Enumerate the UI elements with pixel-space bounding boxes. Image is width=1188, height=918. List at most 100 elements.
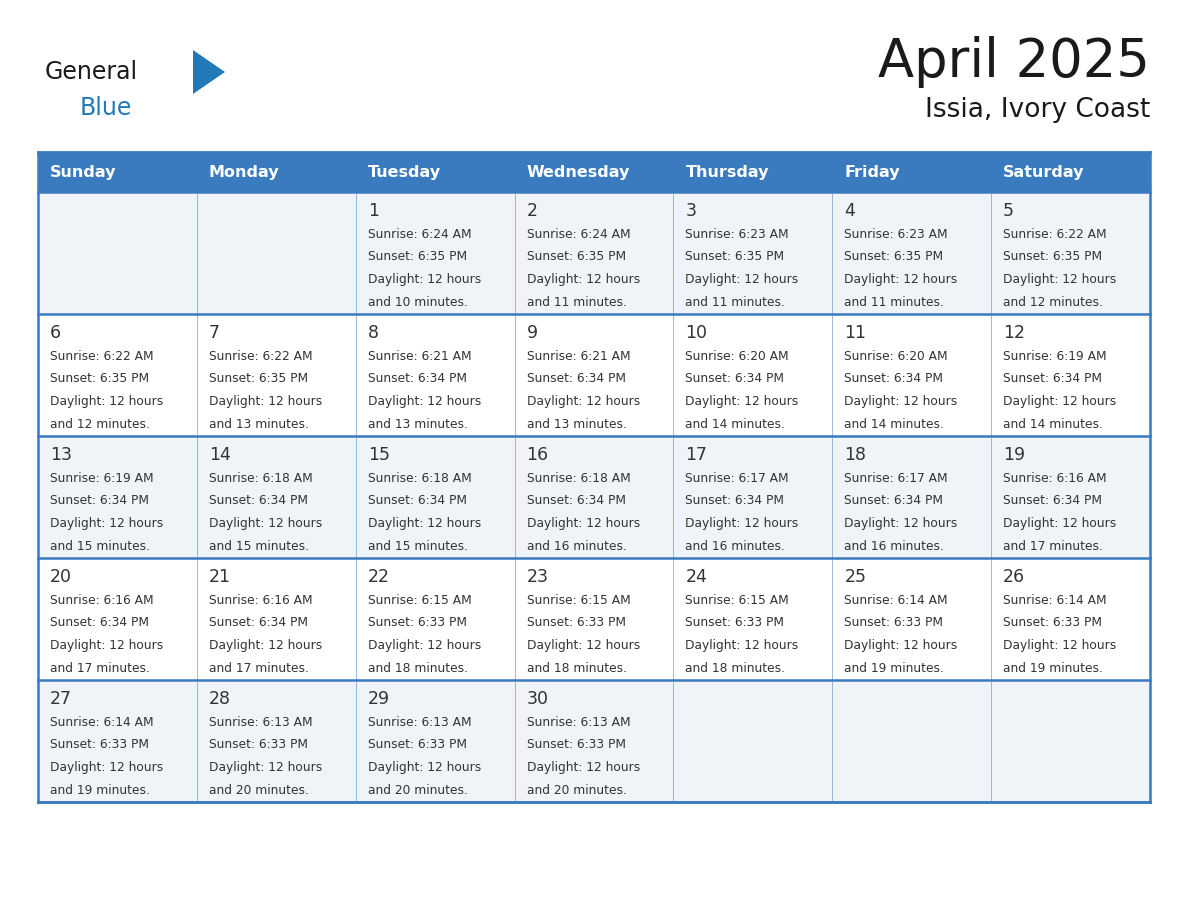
- Text: and 11 minutes.: and 11 minutes.: [526, 296, 626, 308]
- Text: 8: 8: [368, 324, 379, 342]
- Text: Sunrise: 6:15 AM: Sunrise: 6:15 AM: [368, 594, 472, 607]
- Text: and 14 minutes.: and 14 minutes.: [685, 418, 785, 431]
- Text: Daylight: 12 hours: Daylight: 12 hours: [1003, 273, 1117, 286]
- Text: 19: 19: [1003, 446, 1025, 464]
- Text: Sunset: 6:33 PM: Sunset: 6:33 PM: [845, 617, 943, 630]
- Text: Sunset: 6:34 PM: Sunset: 6:34 PM: [50, 617, 148, 630]
- Text: and 13 minutes.: and 13 minutes.: [368, 418, 468, 431]
- Text: Sunset: 6:34 PM: Sunset: 6:34 PM: [526, 373, 626, 386]
- Bar: [355, 680, 514, 802]
- Text: and 15 minutes.: and 15 minutes.: [209, 540, 309, 553]
- Text: and 19 minutes.: and 19 minutes.: [1003, 662, 1102, 675]
- Text: Daylight: 12 hours: Daylight: 12 hours: [50, 517, 163, 530]
- Bar: [833, 558, 991, 680]
- Text: 10: 10: [685, 324, 707, 342]
- Bar: [991, 314, 1150, 436]
- Text: 28: 28: [209, 690, 230, 708]
- Text: Sunset: 6:33 PM: Sunset: 6:33 PM: [1003, 617, 1102, 630]
- Text: Sunset: 6:34 PM: Sunset: 6:34 PM: [50, 495, 148, 508]
- Text: Daylight: 12 hours: Daylight: 12 hours: [526, 761, 640, 774]
- Bar: [833, 152, 991, 192]
- Text: Daylight: 12 hours: Daylight: 12 hours: [209, 395, 322, 408]
- Bar: [991, 152, 1150, 192]
- Text: Sunrise: 6:18 AM: Sunrise: 6:18 AM: [209, 472, 312, 485]
- Text: Monday: Monday: [209, 164, 279, 180]
- Bar: [197, 192, 355, 314]
- Text: 22: 22: [368, 568, 390, 586]
- Text: Sunrise: 6:16 AM: Sunrise: 6:16 AM: [209, 594, 312, 607]
- Text: Daylight: 12 hours: Daylight: 12 hours: [1003, 639, 1117, 652]
- Bar: [991, 558, 1150, 680]
- Text: Daylight: 12 hours: Daylight: 12 hours: [526, 517, 640, 530]
- Text: Daylight: 12 hours: Daylight: 12 hours: [845, 273, 958, 286]
- Text: Sunset: 6:33 PM: Sunset: 6:33 PM: [50, 738, 148, 752]
- Bar: [514, 680, 674, 802]
- Bar: [833, 192, 991, 314]
- Bar: [833, 314, 991, 436]
- Text: Sunset: 6:34 PM: Sunset: 6:34 PM: [685, 495, 784, 508]
- Text: and 20 minutes.: and 20 minutes.: [368, 783, 468, 797]
- Text: Daylight: 12 hours: Daylight: 12 hours: [1003, 395, 1117, 408]
- Polygon shape: [192, 50, 225, 94]
- Text: Daylight: 12 hours: Daylight: 12 hours: [685, 517, 798, 530]
- Text: and 15 minutes.: and 15 minutes.: [368, 540, 468, 553]
- Text: Sunset: 6:34 PM: Sunset: 6:34 PM: [368, 373, 467, 386]
- Text: Sunrise: 6:13 AM: Sunrise: 6:13 AM: [209, 716, 312, 729]
- Text: and 17 minutes.: and 17 minutes.: [1003, 540, 1102, 553]
- Text: 23: 23: [526, 568, 549, 586]
- Text: 11: 11: [845, 324, 866, 342]
- Text: 29: 29: [368, 690, 390, 708]
- Bar: [38, 436, 197, 558]
- Text: 5: 5: [1003, 202, 1015, 220]
- Text: 13: 13: [50, 446, 72, 464]
- Text: and 18 minutes.: and 18 minutes.: [685, 662, 785, 675]
- Bar: [355, 192, 514, 314]
- Text: Wednesday: Wednesday: [526, 164, 630, 180]
- Text: Sunset: 6:34 PM: Sunset: 6:34 PM: [209, 617, 308, 630]
- Text: and 17 minutes.: and 17 minutes.: [50, 662, 150, 675]
- Text: Daylight: 12 hours: Daylight: 12 hours: [526, 273, 640, 286]
- Bar: [197, 680, 355, 802]
- Text: Sunset: 6:33 PM: Sunset: 6:33 PM: [368, 738, 467, 752]
- Text: Sunrise: 6:14 AM: Sunrise: 6:14 AM: [50, 716, 153, 729]
- Text: 7: 7: [209, 324, 220, 342]
- Bar: [514, 436, 674, 558]
- Text: Sunset: 6:33 PM: Sunset: 6:33 PM: [368, 617, 467, 630]
- Text: 25: 25: [845, 568, 866, 586]
- Text: Tuesday: Tuesday: [368, 164, 441, 180]
- Bar: [674, 680, 833, 802]
- Bar: [355, 314, 514, 436]
- Bar: [38, 314, 197, 436]
- Bar: [514, 558, 674, 680]
- Text: Sunrise: 6:18 AM: Sunrise: 6:18 AM: [526, 472, 631, 485]
- Text: Sunrise: 6:22 AM: Sunrise: 6:22 AM: [209, 350, 312, 363]
- Bar: [197, 436, 355, 558]
- Text: Thursday: Thursday: [685, 164, 769, 180]
- Text: and 16 minutes.: and 16 minutes.: [845, 540, 944, 553]
- Bar: [197, 152, 355, 192]
- Text: Sunrise: 6:22 AM: Sunrise: 6:22 AM: [1003, 228, 1107, 241]
- Text: and 14 minutes.: and 14 minutes.: [845, 418, 944, 431]
- Text: Sunset: 6:34 PM: Sunset: 6:34 PM: [1003, 495, 1102, 508]
- Text: and 20 minutes.: and 20 minutes.: [209, 783, 309, 797]
- Text: Sunrise: 6:16 AM: Sunrise: 6:16 AM: [1003, 472, 1107, 485]
- Text: and 10 minutes.: and 10 minutes.: [368, 296, 468, 308]
- Text: Sunset: 6:34 PM: Sunset: 6:34 PM: [526, 495, 626, 508]
- Text: Sunrise: 6:23 AM: Sunrise: 6:23 AM: [685, 228, 789, 241]
- Text: 30: 30: [526, 690, 549, 708]
- Text: 4: 4: [845, 202, 855, 220]
- Bar: [674, 558, 833, 680]
- Bar: [38, 558, 197, 680]
- Text: April 2025: April 2025: [878, 36, 1150, 88]
- Text: 17: 17: [685, 446, 707, 464]
- Text: 24: 24: [685, 568, 707, 586]
- Bar: [674, 192, 833, 314]
- Text: Sunset: 6:35 PM: Sunset: 6:35 PM: [1003, 251, 1102, 263]
- Text: 2: 2: [526, 202, 538, 220]
- Text: Sunrise: 6:20 AM: Sunrise: 6:20 AM: [845, 350, 948, 363]
- Bar: [197, 558, 355, 680]
- Text: 12: 12: [1003, 324, 1025, 342]
- Text: Blue: Blue: [80, 96, 132, 120]
- Text: Sunset: 6:35 PM: Sunset: 6:35 PM: [845, 251, 943, 263]
- Text: 16: 16: [526, 446, 549, 464]
